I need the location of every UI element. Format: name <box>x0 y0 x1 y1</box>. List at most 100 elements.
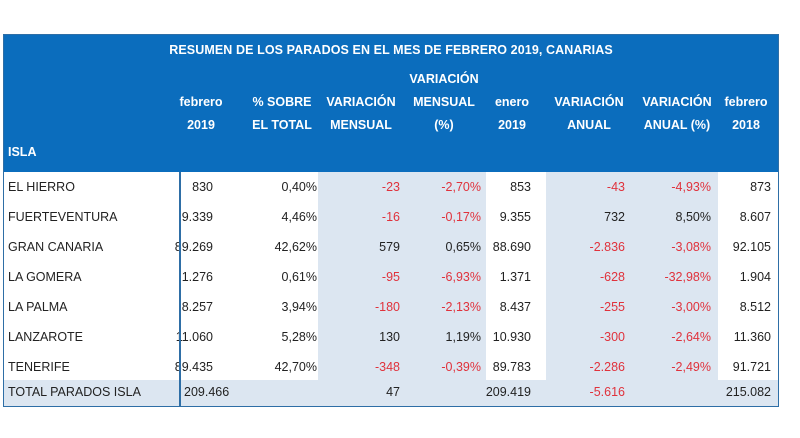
value-cell: -4,93% <box>671 180 711 194</box>
value-cell: 9.355 <box>499 210 531 224</box>
value-cell: -180 <box>374 300 400 314</box>
value-cell: 4,46% <box>281 210 317 224</box>
value-cell: 1,19% <box>445 330 481 344</box>
value-cell: -300 <box>599 330 625 344</box>
value-cell: -3,08% <box>671 240 711 254</box>
table-row: LA PALMA 8.257 3,94% -180 -2,13% 8.437 -255 -3,… <box>4 292 778 322</box>
table-row: LANZAROTE 11.060 5,28% 130 1,19% 10.930 -300 -2… <box>4 322 778 352</box>
table-row: EL HIERRO 830 0,40% -23 -2,70% 853 -43 -4,93% 87… <box>4 172 778 202</box>
column-header-3-line3: MENSUAL <box>330 118 392 132</box>
value-cell: 579 <box>379 240 400 254</box>
value-cell: 853 <box>510 180 531 194</box>
column-header-6-line2: VARIACIÓN <box>554 95 624 109</box>
value-cell: 732 <box>604 210 625 224</box>
isla-name: GRAN CANARIA <box>8 240 104 254</box>
value-cell: -43 <box>606 180 625 194</box>
table-header: RESUMEN DE LOS PARADOS EN EL MES DE FEBR… <box>4 35 778 172</box>
column-header-7-line2: VARIACIÓN <box>642 95 712 109</box>
value-cell: 1.371 <box>499 270 531 284</box>
value-cell: -0,39% <box>441 360 481 374</box>
isla-name: FUERTEVENTURA <box>8 210 118 224</box>
value-cell: -16 <box>381 210 400 224</box>
value-cell: 92.105 <box>732 240 771 254</box>
value-cell: -23 <box>381 180 400 194</box>
column-header-1-line3: 2019 <box>187 118 215 132</box>
value-cell: 8.437 <box>499 300 531 314</box>
column-header-4-line3: (%) <box>434 118 454 132</box>
value-cell: -2.286 <box>589 360 625 374</box>
value-cell: 0,40% <box>281 180 317 194</box>
shaded-region-annual <box>546 172 718 382</box>
value-cell: 5,28% <box>281 330 317 344</box>
isla-name: TENERIFE <box>8 360 70 374</box>
value-cell: 89.269 <box>174 240 213 254</box>
value-cell: -5.616 <box>589 385 625 399</box>
row-header-isla: ISLA <box>8 145 37 159</box>
value-cell: -2,13% <box>441 300 481 314</box>
value-cell: 0,61% <box>281 270 317 284</box>
value-cell: 47 <box>386 385 400 399</box>
value-cell: 8.257 <box>181 300 213 314</box>
column-header-8-line3: 2018 <box>732 118 760 132</box>
value-cell: 1.276 <box>181 270 213 284</box>
isla-name: EL HIERRO <box>8 180 75 194</box>
value-cell: 11.060 <box>175 330 213 344</box>
column-header-8-line2: febrero <box>724 95 768 109</box>
value-cell: 91.721 <box>732 360 771 374</box>
value-cell: 8.512 <box>739 300 771 314</box>
table-body: EL HIERRO 830 0,40% -23 -2,70% 853 -43 -4,93% 87… <box>4 172 778 406</box>
value-cell: 89.435 <box>174 360 213 374</box>
value-cell: 89.783 <box>492 360 531 374</box>
value-cell: 88.690 <box>492 240 531 254</box>
value-cell: -2.836 <box>589 240 625 254</box>
value-cell: -32,98% <box>664 270 711 284</box>
value-cell: 830 <box>192 180 213 194</box>
table-row: TENERIFE 89.435 42,70% -348 -0,39% 89.783 -2.2… <box>4 352 778 382</box>
value-cell: 8,50% <box>675 210 711 224</box>
value-cell: -255 <box>599 300 625 314</box>
value-cell: -2,70% <box>441 180 481 194</box>
column-divider <box>179 172 181 406</box>
value-cell: 3,94% <box>281 300 317 314</box>
isla-name: LA GOMERA <box>8 270 82 284</box>
value-cell: 11.360 <box>733 330 771 344</box>
value-cell: -6,93% <box>441 270 481 284</box>
value-cell: -3,00% <box>671 300 711 314</box>
column-header-6-line3: ANUAL <box>567 118 611 132</box>
column-header-2-line2: % SOBRE <box>252 95 312 109</box>
unemployment-table: RESUMEN DE LOS PARADOS EN EL MES DE FEBR… <box>3 34 779 407</box>
column-header-7-line3: ANUAL (%) <box>643 118 711 132</box>
isla-name: LANZAROTE <box>8 330 84 344</box>
value-cell: 209.419 <box>485 385 531 399</box>
value-cell: -95 <box>381 270 400 284</box>
value-cell: 10.930 <box>492 330 531 344</box>
value-cell: -628 <box>599 270 625 284</box>
value-cell: 130 <box>379 330 400 344</box>
table-row: LA GOMERA 1.276 0,61% -95 -6,93% 1.371 -628 -32… <box>4 262 778 292</box>
column-header-3-line2: VARIACIÓN <box>326 95 396 109</box>
column-header-4-line1: VARIACIÓN <box>409 72 479 86</box>
value-cell: -2,64% <box>671 330 711 344</box>
isla-name: TOTAL PARADOS ISLA <box>8 385 141 399</box>
value-cell: -348 <box>374 360 400 374</box>
table-row: FUERTEVENTURA 9.339 4,46% -16 -0,17% 9.355 732… <box>4 202 778 232</box>
column-header-2-line3: EL TOTAL <box>252 118 312 132</box>
value-cell: 8.607 <box>739 210 771 224</box>
value-cell: 42,62% <box>274 240 317 254</box>
column-header-5-line3: 2019 <box>498 118 526 132</box>
column-header-4-line2: MENSUAL <box>413 95 475 109</box>
shaded-region-monthly <box>318 172 486 382</box>
value-cell: 215.082 <box>725 385 771 399</box>
shaded-total-row <box>4 380 778 406</box>
value-cell: 1.904 <box>739 270 771 284</box>
table-title: RESUMEN DE LOS PARADOS EN EL MES DE FEBR… <box>169 43 613 57</box>
value-cell: -2,49% <box>671 360 711 374</box>
value-cell: -0,17% <box>441 210 481 224</box>
value-cell: 42,70% <box>274 360 317 374</box>
value-cell: 209.466 <box>184 385 230 399</box>
column-header-5-line2: enero <box>494 95 530 109</box>
table-row: GRAN CANARIA 89.269 42,62% 579 0,65% 88.690 -2… <box>4 232 778 262</box>
total-row: TOTAL PARADOS ISLA 209.466 47 209.419 -5.616… <box>4 379 778 406</box>
value-cell: 0,65% <box>445 240 481 254</box>
isla-name: LA PALMA <box>8 300 68 314</box>
